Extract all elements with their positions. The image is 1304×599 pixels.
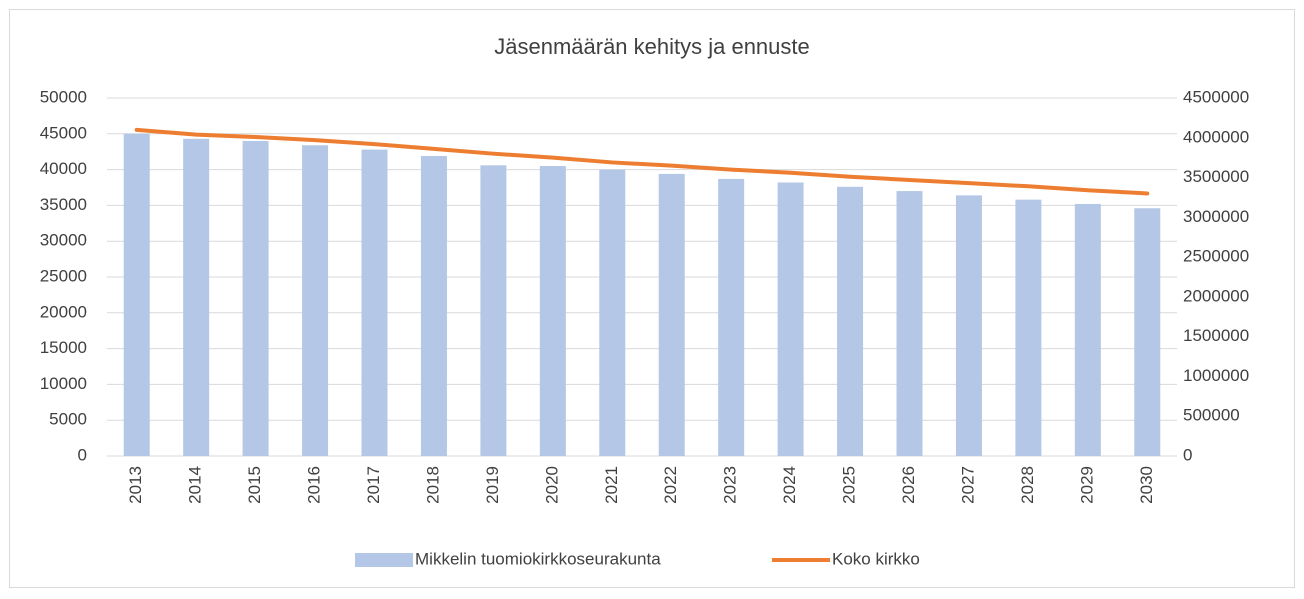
y-tick-label: 0 <box>78 445 87 464</box>
y-tick-label: 40000 <box>40 159 87 178</box>
x-tick-label: 2013 <box>126 466 145 504</box>
bar <box>837 186 864 456</box>
y-tick-label: 5000 <box>49 410 87 429</box>
bar <box>896 191 923 456</box>
y2-tick-label: 1500000 <box>1183 326 1249 345</box>
x-tick-label: 2023 <box>721 466 740 504</box>
x-tick-label: 2017 <box>364 466 383 504</box>
bar <box>599 169 626 456</box>
chart-title: Jäsenmäärän kehitys ja ennuste <box>494 34 810 59</box>
x-tick-label: 2024 <box>780 466 799 504</box>
y2-tick-label: 4500000 <box>1183 87 1249 106</box>
legend-swatch <box>355 553 413 567</box>
bar <box>1015 199 1042 456</box>
x-tick-label: 2029 <box>1077 466 1096 504</box>
x-tick-label: 2016 <box>305 466 324 504</box>
y-tick-label: 10000 <box>40 374 87 393</box>
y2-tick-label: 2000000 <box>1183 286 1249 305</box>
bar <box>777 182 804 456</box>
x-tick-label: 2026 <box>899 466 918 504</box>
x-tick-label: 2020 <box>542 466 561 504</box>
bar <box>361 149 388 456</box>
y2-tick-label: 3500000 <box>1183 167 1249 186</box>
x-tick-label: 2015 <box>245 466 264 504</box>
bar <box>420 155 447 456</box>
bar <box>1074 203 1101 456</box>
x-tick-label: 2021 <box>602 466 621 504</box>
y2-tick-label: 3000000 <box>1183 207 1249 226</box>
x-tick-label: 2030 <box>1137 466 1156 504</box>
x-tick-label: 2019 <box>483 466 502 504</box>
y-tick-label: 30000 <box>40 231 87 250</box>
bar <box>1134 208 1161 456</box>
y2-tick-label: 1000000 <box>1183 366 1249 385</box>
y2-tick-label: 2500000 <box>1183 247 1249 266</box>
bar <box>302 145 329 457</box>
legend-label: Koko kirkko <box>832 549 920 568</box>
y-tick-label: 45000 <box>40 123 87 142</box>
x-tick-label: 2014 <box>186 466 205 504</box>
bar <box>480 165 507 456</box>
y2-tick-label: 0 <box>1183 445 1192 464</box>
y-tick-label: 25000 <box>40 266 87 285</box>
bar <box>123 133 150 457</box>
x-tick-label: 2022 <box>661 466 680 504</box>
bar <box>718 178 745 456</box>
y-tick-label: 15000 <box>40 338 87 357</box>
y-tick-label: 50000 <box>40 87 87 106</box>
x-tick-label: 2028 <box>1018 466 1037 504</box>
bar <box>183 138 210 456</box>
y2-tick-label: 500000 <box>1183 406 1240 425</box>
y2-tick-label: 4000000 <box>1183 127 1249 146</box>
legend-label: Mikkelin tuomiokirkkoseurakunta <box>415 549 661 568</box>
x-tick-label: 2025 <box>840 466 859 504</box>
line <box>134 127 1150 196</box>
bar <box>242 140 269 456</box>
x-tick-label: 2027 <box>958 466 977 504</box>
x-tick-label: 2018 <box>423 466 442 504</box>
bar <box>955 195 982 456</box>
bar <box>658 173 685 456</box>
y-tick-label: 35000 <box>40 195 87 214</box>
bar <box>539 166 566 456</box>
y-tick-label: 20000 <box>40 302 87 321</box>
